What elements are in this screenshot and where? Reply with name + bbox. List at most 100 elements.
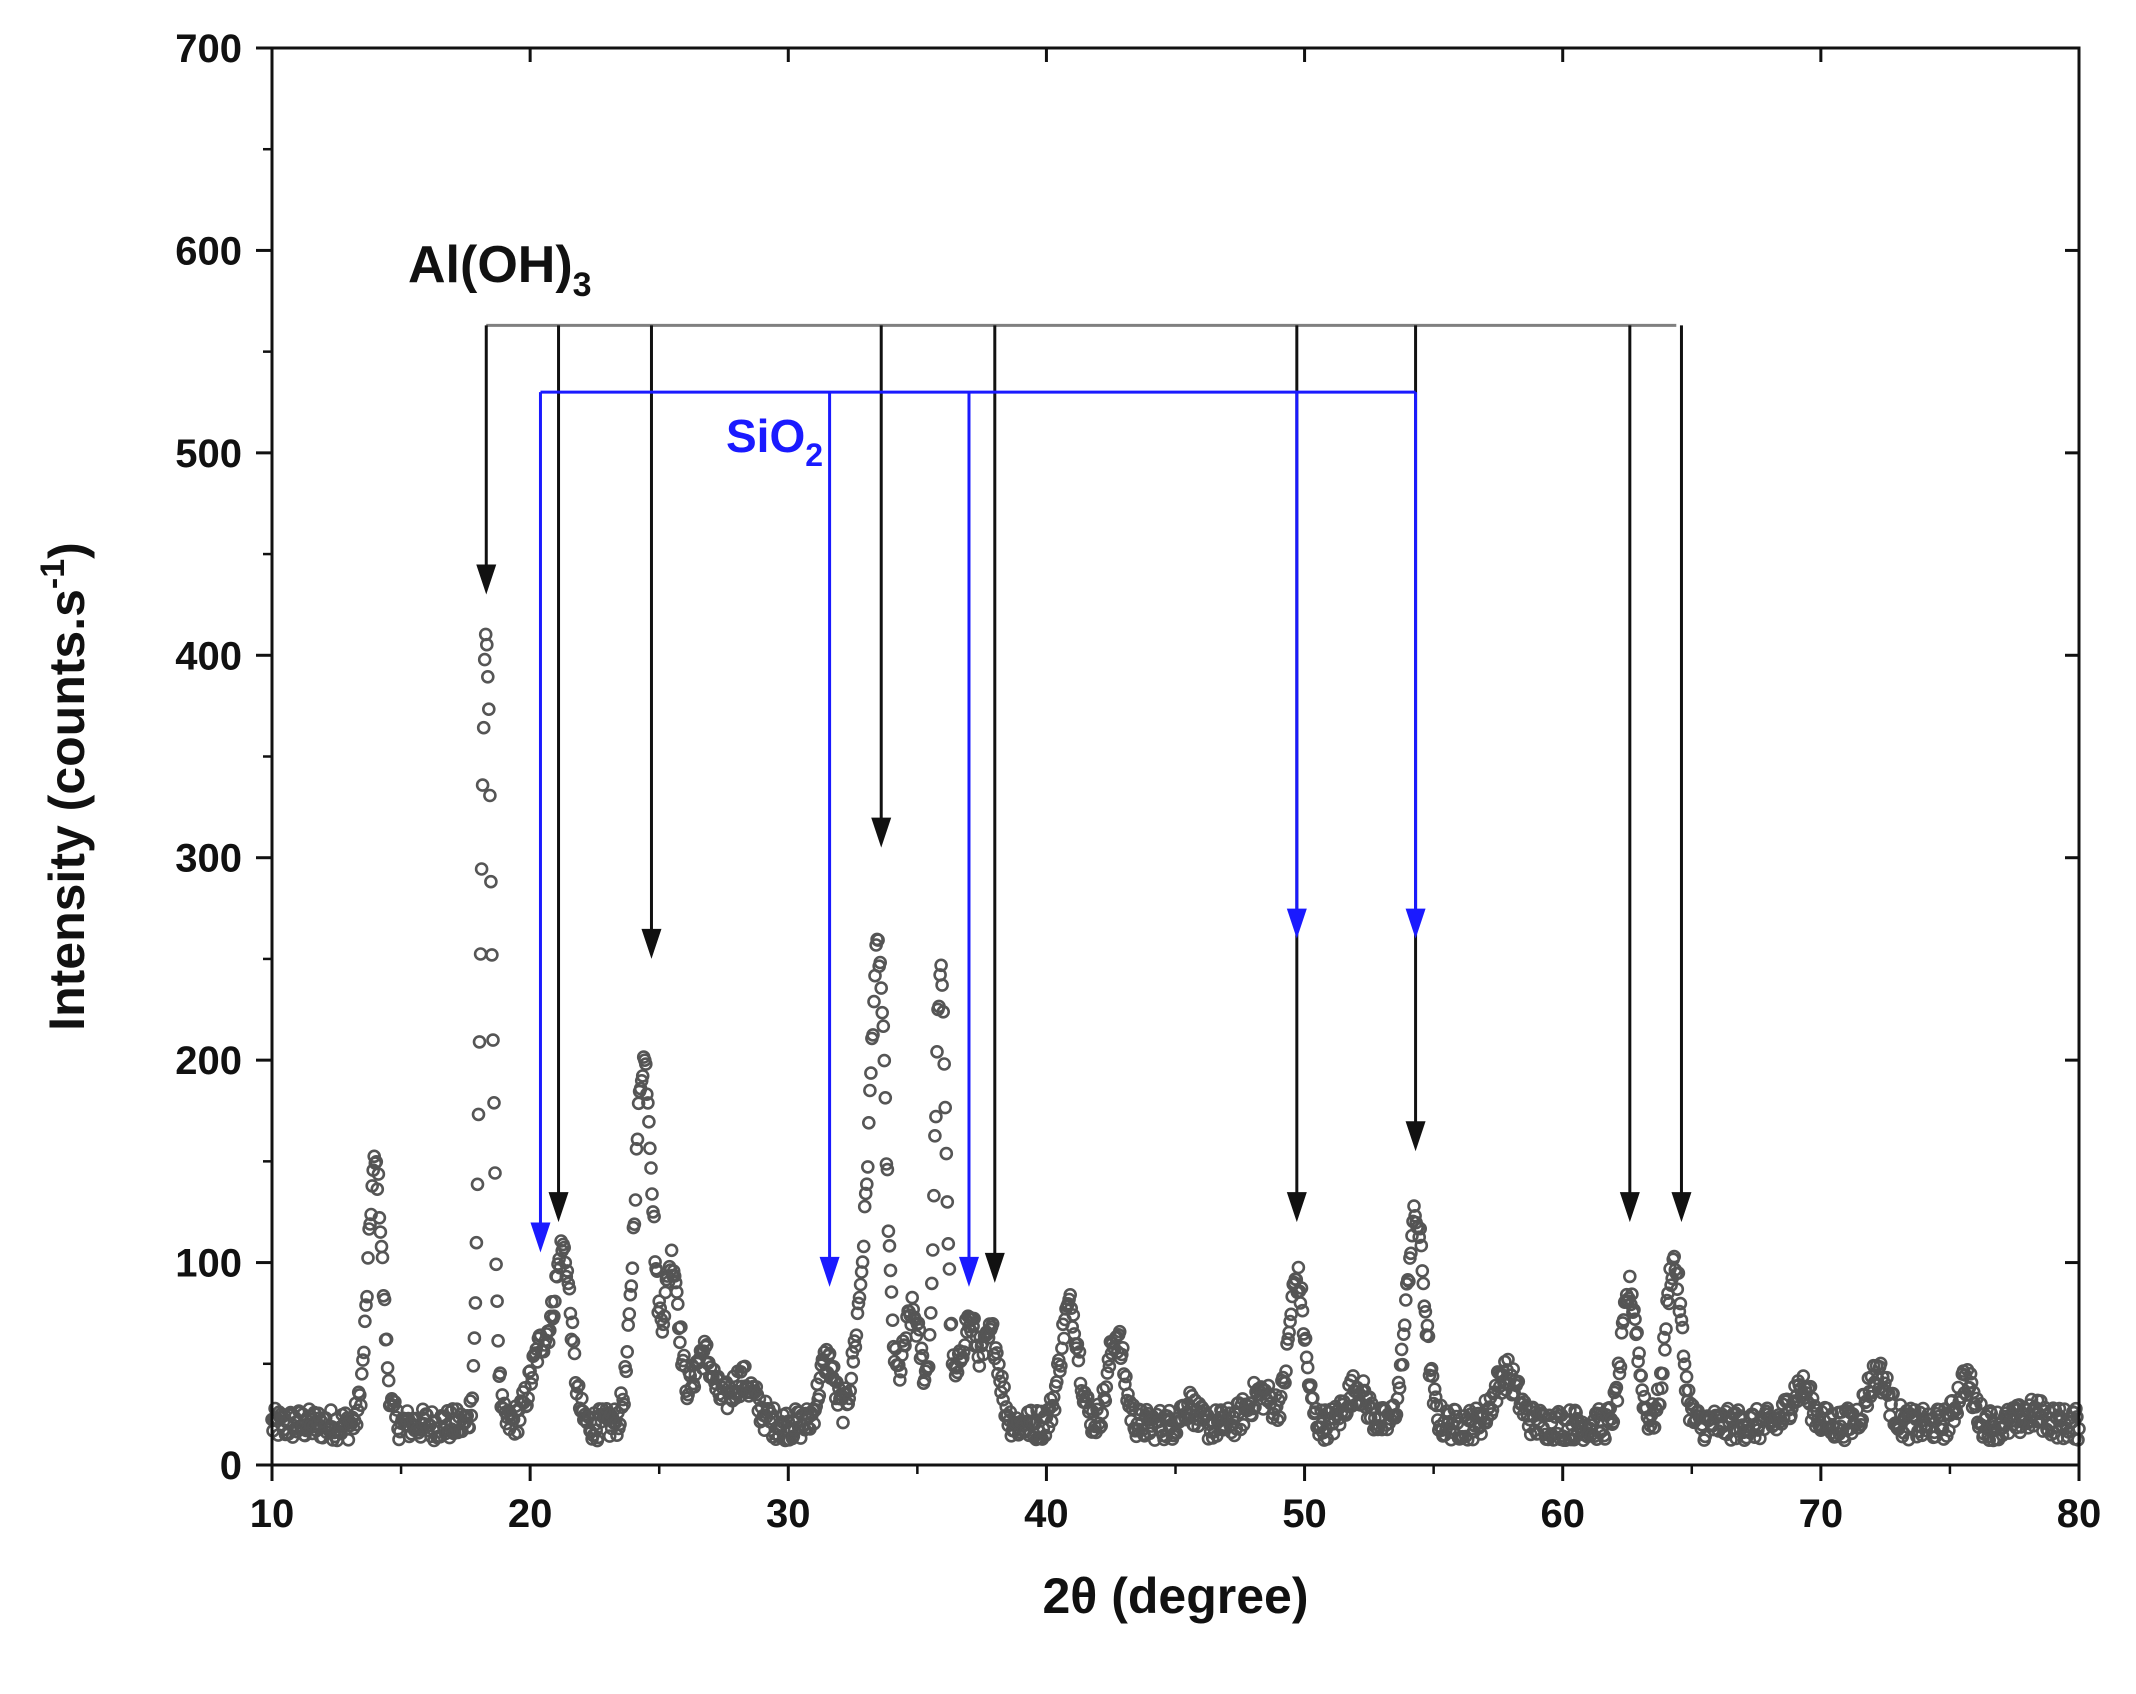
data-point — [944, 1316, 959, 1331]
data-point — [936, 1004, 951, 1019]
data-point — [1279, 1364, 1293, 1378]
data-point — [512, 1413, 527, 1428]
data-point — [856, 1239, 871, 1254]
data-point — [1427, 1382, 1442, 1396]
data-point — [638, 1057, 653, 1071]
sio2-arrow-head — [1405, 908, 1426, 939]
data-point — [380, 1361, 395, 1375]
data-point — [1606, 1415, 1621, 1429]
data-point — [880, 1162, 895, 1177]
data-point — [1356, 1374, 1371, 1388]
y-tick-label: 700 — [175, 27, 242, 71]
data-point — [623, 1287, 638, 1302]
data-point — [1100, 1366, 1115, 1380]
data-point — [1414, 1238, 1429, 1253]
data-point — [1612, 1366, 1627, 1381]
data-point — [641, 1096, 655, 1110]
sio2-label-main: SiO — [726, 410, 805, 462]
y-tick-label: 600 — [175, 229, 242, 273]
data-point — [882, 1239, 897, 1253]
data-point — [620, 1345, 635, 1359]
data-point — [489, 1257, 503, 1272]
data-point — [643, 1141, 657, 1156]
data-point — [972, 1359, 987, 1373]
data-point — [883, 1263, 898, 1278]
data-point — [929, 1109, 943, 1124]
data-point — [851, 1296, 866, 1311]
aloh3-label-main: Al(OH) — [408, 236, 573, 294]
data-point — [1679, 1370, 1694, 1384]
data-point — [1674, 1313, 1689, 1327]
x-tick-label: 10 — [250, 1492, 295, 1536]
data-point — [997, 1380, 1011, 1394]
data-point — [2052, 1401, 2067, 1416]
data-point — [1628, 1312, 1642, 1326]
data-point — [849, 1328, 864, 1342]
data-point — [369, 1155, 384, 1169]
data-point — [656, 1317, 671, 1332]
data-point — [1395, 1357, 1410, 1372]
data-point — [625, 1261, 640, 1275]
data-point — [858, 1186, 873, 1201]
data-point — [1630, 1325, 1644, 1340]
sio2-arrow-head — [958, 1256, 979, 1287]
data-point — [475, 778, 490, 792]
data-point — [560, 1264, 575, 1278]
data-point — [1413, 1221, 1427, 1236]
data-point — [879, 1157, 894, 1171]
sio2-label-sub: 2 — [805, 437, 823, 473]
data-point — [942, 1262, 957, 1276]
data-point — [483, 788, 497, 803]
data-point — [892, 1373, 907, 1387]
data-point — [1391, 1375, 1406, 1390]
data-point — [470, 1177, 485, 1192]
data-point — [657, 1309, 672, 1323]
data-point — [664, 1243, 679, 1258]
data-point — [955, 1350, 970, 1365]
data-point — [1886, 1386, 1900, 1401]
data-point — [561, 1276, 576, 1291]
data-point — [1681, 1383, 1696, 1398]
data-point — [1396, 1327, 1411, 1341]
data-point — [1963, 1367, 1978, 1381]
data-point — [360, 1289, 374, 1304]
y-tick-label: 200 — [175, 1039, 242, 1083]
data-point — [1418, 1305, 1433, 1319]
data-point — [1631, 1354, 1645, 1369]
data-point — [752, 1392, 767, 1406]
data-point — [1293, 1296, 1308, 1310]
data-point — [847, 1334, 862, 1348]
data-point — [1873, 1356, 1888, 1371]
data-point — [875, 1005, 890, 1020]
data-point — [2069, 1401, 2083, 1416]
y-tick-label: 500 — [175, 432, 242, 476]
data-point — [826, 1360, 841, 1374]
data-point — [341, 1433, 356, 1447]
data-point — [911, 1316, 926, 1330]
data-point — [381, 1373, 396, 1388]
data-point — [1415, 1264, 1430, 1278]
data-point — [1304, 1378, 1318, 1392]
data-point — [876, 1019, 891, 1033]
data-point — [525, 1371, 540, 1385]
data-point — [912, 1322, 927, 1337]
data-point — [939, 1146, 954, 1161]
data-point — [873, 955, 888, 970]
data-point — [652, 1294, 667, 1308]
data-point — [523, 1364, 537, 1378]
data-point — [613, 1417, 627, 1431]
data-point — [1064, 1301, 1078, 1315]
data-point — [466, 1359, 481, 1373]
data-point — [852, 1290, 867, 1305]
data-point — [1071, 1353, 1086, 1368]
x-tick-label: 20 — [508, 1492, 553, 1536]
data-point — [465, 1391, 480, 1405]
data-point — [1291, 1260, 1306, 1275]
data-point — [1995, 1428, 2010, 1443]
data-point — [1784, 1409, 1798, 1423]
data-point — [542, 1323, 557, 1338]
y-axis-title: Intensity (counts.s-1) — [34, 542, 95, 1031]
data-point — [564, 1332, 579, 1347]
data-point — [1535, 1406, 1549, 1421]
